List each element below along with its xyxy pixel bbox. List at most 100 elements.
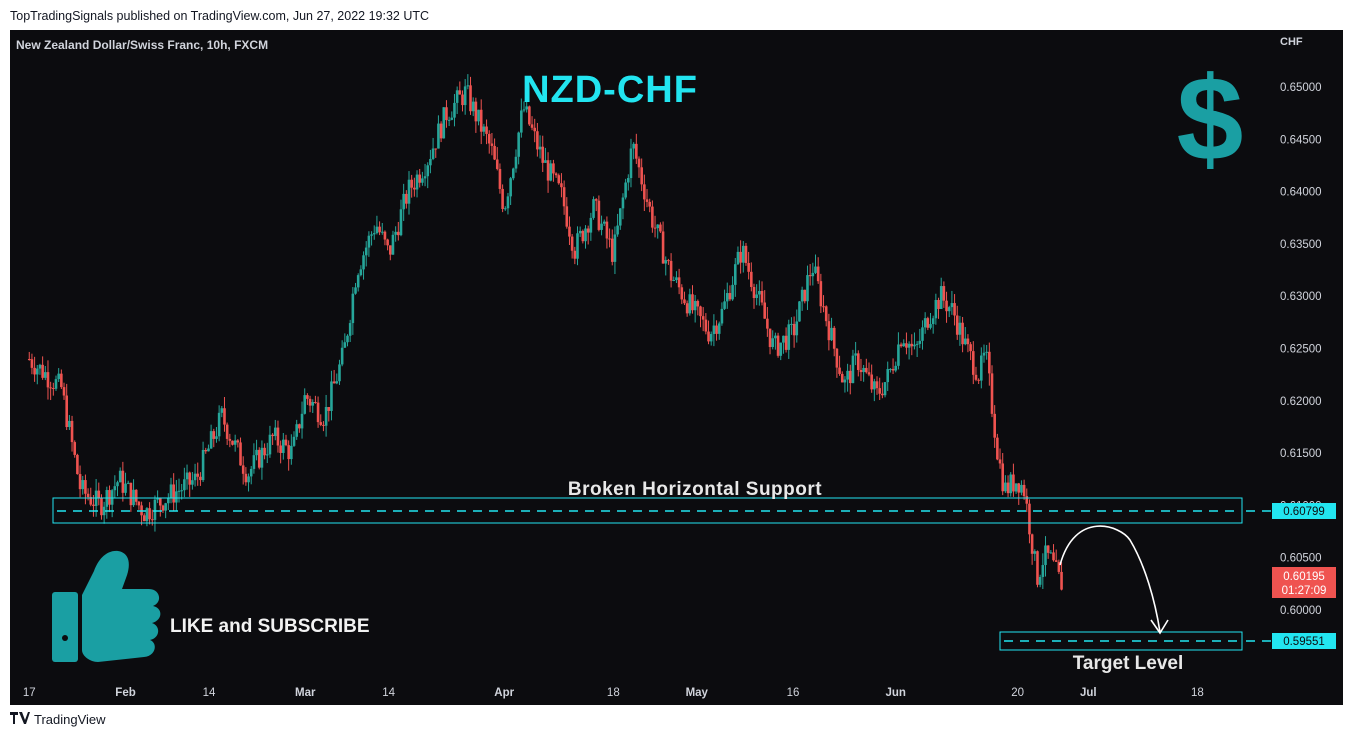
candle-body-down: [1057, 561, 1061, 572]
candle-body-down: [62, 387, 66, 396]
candle-body-down: [707, 331, 710, 342]
candle-body-down: [487, 133, 491, 144]
candle-body-up: [132, 489, 135, 506]
candle-body-down: [822, 306, 825, 308]
candle-body-down: [827, 321, 831, 341]
candle-body-down: [824, 306, 828, 322]
candle-body-up: [455, 90, 459, 103]
candle-body-down: [651, 206, 654, 228]
candle-body-down: [1030, 534, 1034, 554]
candle-body-up: [215, 436, 218, 439]
candle-body-down: [100, 498, 103, 516]
candle-body-down: [990, 373, 994, 414]
candle-body-up: [985, 351, 988, 353]
candle-body-up: [584, 228, 587, 242]
candle-body-up: [520, 110, 523, 133]
candle-body-down: [554, 173, 558, 176]
candle-body-up: [982, 352, 986, 356]
candle-body-down: [142, 515, 146, 522]
candle-body-up: [273, 427, 277, 437]
price-label-support-box: [1272, 503, 1336, 519]
candle-body-down: [413, 187, 416, 190]
candle-body-down: [148, 508, 151, 520]
candle-body-down: [838, 367, 841, 374]
candle-body-down: [225, 424, 229, 439]
candle-body-down: [926, 318, 930, 328]
candle-body-down: [969, 344, 972, 352]
candle-body-down: [750, 271, 753, 287]
y-tick-label: 0.64000: [1280, 187, 1322, 199]
candle-body-up: [169, 484, 173, 498]
candle-body-down: [792, 323, 796, 336]
candle-body-down: [536, 131, 539, 150]
candle-body-down: [683, 299, 686, 304]
candle-body-down: [1006, 482, 1010, 494]
dollar-glyph: $: [1177, 52, 1244, 186]
candle-body-down: [699, 306, 702, 317]
candle-body-up: [252, 455, 256, 469]
candle-body-down: [870, 374, 873, 390]
candle-body-down: [410, 179, 413, 188]
candle-body-up: [466, 85, 470, 87]
x-tick-label: 14: [203, 687, 216, 699]
candle-body-up: [846, 370, 849, 380]
candle-body-up: [886, 369, 890, 383]
candle-body-up: [1014, 483, 1018, 492]
candle-body-up: [717, 323, 721, 334]
candle-body-down: [945, 300, 948, 312]
candle-body-up: [514, 156, 518, 169]
candle-body-down: [760, 290, 764, 303]
candle-body-up: [592, 199, 595, 218]
candle-body-up: [854, 353, 857, 356]
candle-body-up: [351, 293, 355, 324]
candle-body-up: [233, 440, 237, 445]
chart-panel[interactable]: 0.65000 0.64500 0.64000 0.63500 0.63000 0.625…: [10, 30, 1343, 705]
candle-body-up: [873, 381, 876, 390]
candle-body-up: [431, 148, 435, 159]
candle-body-down: [701, 316, 705, 320]
candle-body-down: [378, 226, 381, 233]
candle-body-up: [268, 434, 272, 455]
candle-body-down: [645, 199, 649, 202]
price-label-target-text: 0.59551: [1283, 636, 1325, 648]
footer-brand[interactable]: TradingView: [10, 712, 106, 727]
candle-body-up: [102, 506, 106, 516]
candle-body-up: [44, 372, 47, 378]
candle-body-up: [798, 301, 801, 322]
candle-body-down: [276, 427, 280, 446]
candle-body-up: [600, 223, 603, 230]
candle-body-up: [549, 163, 553, 181]
candle-body-up: [525, 106, 528, 110]
candle-body-down: [570, 236, 574, 251]
candle-body-down: [461, 94, 464, 106]
candle-body-down: [298, 424, 301, 429]
instrument-description: New Zealand Dollar/Swiss Franc, 10h, FXC…: [16, 38, 268, 52]
candle-body-up: [672, 279, 676, 281]
candle-body-up: [918, 340, 922, 344]
candle-body-up: [950, 303, 954, 308]
y-tick-label: 0.63500: [1280, 239, 1322, 251]
candle-body-up: [723, 301, 726, 309]
candle-body-up: [538, 146, 542, 150]
candle-body-down: [530, 124, 534, 128]
candle-body-down: [73, 442, 77, 455]
chart-canvas[interactable]: 0.65000 0.64500 0.64000 0.63500 0.63000 0.625…: [10, 30, 1343, 705]
candle-body-up: [613, 234, 617, 262]
candle-body-up: [364, 247, 368, 256]
candle-body-up: [372, 233, 376, 235]
candle-body-down: [1060, 571, 1063, 590]
price-label-last-text: 0.60195: [1283, 571, 1325, 583]
candle-body-down: [677, 277, 681, 288]
candle-body-down: [961, 322, 964, 345]
candle-body-down: [70, 420, 74, 443]
candle-body-down: [316, 402, 320, 423]
candle-body-up: [153, 499, 157, 520]
candle-body-down: [966, 338, 970, 345]
candle-body-up: [338, 364, 341, 382]
candle-body-down: [46, 372, 50, 388]
candle-body-up: [1044, 545, 1047, 566]
candle-body-down: [610, 238, 614, 262]
candle-body-up: [362, 255, 365, 270]
candle-body-up: [220, 408, 224, 413]
candle-body-up: [346, 335, 349, 343]
